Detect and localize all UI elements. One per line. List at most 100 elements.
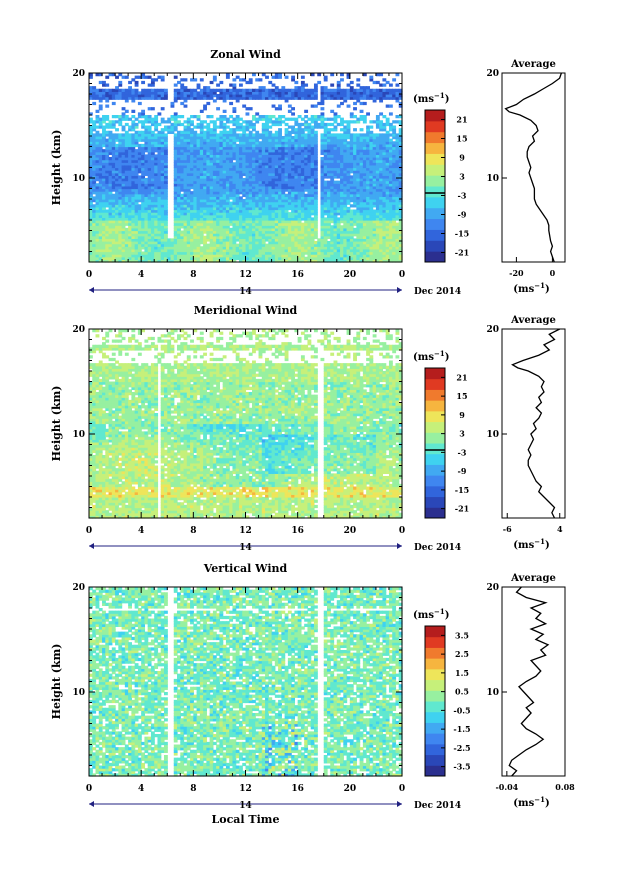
heatmap-cell: [134, 149, 139, 153]
heatmap-cell: [118, 225, 123, 229]
heatmap-cell: [134, 170, 139, 174]
heatmap-cell: [115, 146, 119, 150]
heatmap-cell: [128, 133, 132, 137]
heatmap-cell: [92, 188, 97, 192]
heatmap-cell: [118, 256, 123, 260]
heatmap-cell: [102, 209, 106, 213]
heatmap-cell: [157, 159, 162, 163]
heatmap-cell: [144, 128, 149, 132]
heatmap-cell: [141, 157, 146, 161]
heatmap-cell: [131, 149, 136, 153]
heatmap-cell: [131, 233, 136, 237]
heatmap-cell: [111, 183, 116, 187]
heatmap-cell: [128, 117, 132, 121]
heatmap-cell: [144, 96, 149, 100]
heatmap-cell: [157, 88, 162, 92]
heatmap-cell: [150, 212, 155, 216]
heatmap-cell: [98, 99, 103, 103]
heatmap-cell: [121, 151, 126, 155]
heatmap-cell: [95, 167, 100, 171]
heatmap-cell: [154, 246, 159, 250]
heatmap-cell: [134, 136, 139, 140]
heatmap-cell: [108, 170, 113, 174]
heatmap-cell: [111, 138, 116, 142]
heatmap-cell: [128, 94, 132, 98]
heatmap-cell: [150, 151, 155, 155]
heatmap-cell: [98, 94, 103, 98]
heatmap-cell: [131, 256, 136, 260]
heatmap-cell: [134, 138, 139, 142]
heatmap-cell: [98, 222, 103, 226]
heatmap-cell: [330, 83, 335, 87]
heatmap-cell: [121, 143, 126, 148]
heatmap-cell: [137, 175, 142, 179]
heatmap-cell: [92, 133, 97, 137]
heatmap-cell: [115, 222, 119, 226]
heatmap-cell: [131, 159, 136, 163]
heatmap-cell: [105, 251, 110, 255]
heatmap-cell: [157, 157, 162, 161]
heatmap-cell: [150, 88, 155, 92]
heatmap-cell: [137, 212, 142, 216]
heatmap-cell: [154, 143, 159, 148]
heatmap-cell: [102, 157, 106, 161]
heatmap-cell: [95, 222, 100, 226]
heatmap-cell: [134, 196, 139, 200]
heatmap-cell: [121, 201, 126, 205]
heatmap-cell: [118, 222, 123, 226]
heatmap-cell: [108, 136, 113, 140]
heatmap-cell: [137, 188, 142, 192]
heatmap-cell: [89, 164, 93, 169]
heatmap-cell: [111, 238, 116, 242]
heatmap-cell: [131, 167, 136, 171]
heatmap-cell: [131, 78, 136, 82]
heatmap-cell: [118, 175, 123, 179]
heatmap-cell: [128, 138, 132, 142]
heatmap-cell: [111, 256, 116, 260]
heatmap-cell: [144, 212, 149, 216]
heatmap-cell: [141, 125, 146, 129]
heatmap-cell: [105, 117, 110, 121]
heatmap-cell: [105, 243, 110, 247]
heatmap-cell: [111, 88, 116, 92]
heatmap-cell: [128, 209, 132, 213]
heatmap-cell: [92, 196, 97, 200]
heatmap-cell: [141, 122, 146, 127]
heatmap-cell: [102, 241, 106, 245]
heatmap-cell: [150, 222, 155, 226]
heatmap-cell: [92, 241, 97, 245]
heatmap-cell: [134, 220, 139, 224]
heatmap-cell: [115, 251, 119, 255]
heatmap-cell: [124, 204, 129, 208]
heatmap-cell: [157, 143, 162, 148]
heatmap-cell: [92, 151, 97, 155]
heatmap-cell: [115, 133, 119, 137]
heatmap-cell: [141, 73, 146, 77]
heatmap-cell: [105, 256, 110, 260]
heatmap-cell: [118, 149, 123, 153]
heatmap-cell: [144, 117, 149, 121]
heatmap-cell: [102, 91, 106, 95]
heatmap-cell: [141, 214, 146, 218]
heatmap-cell: [180, 115, 185, 119]
heatmap-cell: [111, 178, 116, 182]
heatmap-cell: [98, 122, 103, 127]
heatmap-cell: [134, 178, 139, 182]
heatmap-cell: [108, 254, 113, 258]
heatmap-cell: [98, 143, 103, 148]
heatmap-cell: [105, 212, 110, 216]
heatmap-cell: [102, 191, 106, 195]
heatmap-cell: [98, 230, 103, 234]
heatmap-cell: [141, 204, 146, 208]
heatmap-cell: [121, 235, 126, 239]
heatmap-cell: [154, 188, 159, 192]
heatmap-cell: [108, 220, 113, 224]
heatmap-cell: [150, 149, 155, 153]
heatmap-cell: [144, 88, 149, 92]
heatmap-cell: [157, 248, 162, 253]
heatmap-cell: [141, 220, 146, 224]
heatmap-cell: [102, 138, 106, 142]
heatmap-cell: [115, 94, 119, 98]
heatmap-cell: [209, 115, 214, 119]
heatmap-cell: [131, 136, 136, 140]
